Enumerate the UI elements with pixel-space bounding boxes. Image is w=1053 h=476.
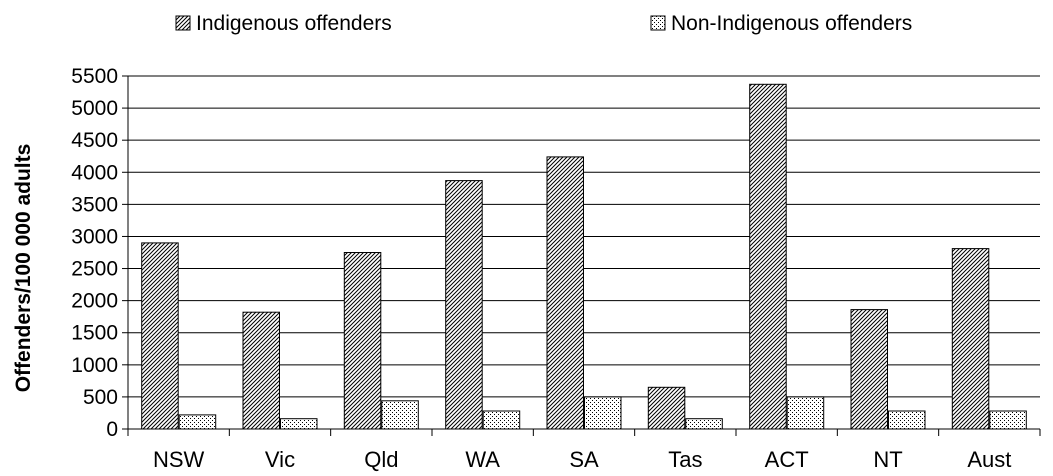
y-tick-label: 1500 — [71, 322, 118, 345]
y-tick-label: 4000 — [71, 161, 118, 184]
bar-non-indigenous — [381, 400, 419, 430]
bar-non-indigenous — [584, 396, 622, 430]
bar-non-indigenous — [178, 414, 217, 430]
y-axis-ticks: 0 500 1000 1500 2000 2500 3000 3500 4000 4500 5000… — [71, 65, 128, 441]
x-tick-label: ACT — [765, 447, 809, 472]
bar-non-indigenous — [888, 410, 926, 430]
x-tick-label: Qld — [364, 447, 398, 472]
bar-indigenous — [343, 252, 382, 430]
x-tick-label: Vic — [265, 447, 295, 472]
bar-indigenous — [242, 311, 280, 430]
y-tick-label: 5000 — [71, 97, 118, 120]
bar-indigenous — [445, 180, 483, 430]
bars — [141, 83, 1027, 430]
x-tick-label: Tas — [668, 447, 702, 472]
bar-indigenous — [647, 386, 686, 430]
bar-non-indigenous — [482, 410, 521, 430]
y-tick-label: 3500 — [71, 193, 118, 216]
bar-indigenous — [546, 156, 584, 430]
x-tick-label: NSW — [153, 447, 205, 472]
bar-non-indigenous — [280, 418, 318, 430]
bar-indigenous — [141, 242, 179, 430]
y-tick-label: 2500 — [71, 258, 118, 281]
legend: Indigenous offenders Non-Indigenous offe… — [175, 12, 912, 35]
bar-non-indigenous — [685, 418, 723, 430]
legend-label-non-indigenous: Non-Indigenous offenders — [671, 12, 912, 35]
bar-indigenous — [749, 83, 787, 430]
y-tick-label: 4500 — [71, 129, 118, 152]
x-tick-label: NT — [873, 447, 902, 472]
y-tick-label: 500 — [83, 386, 118, 409]
bar-non-indigenous — [786, 396, 825, 430]
x-tick-label: SA — [569, 447, 599, 472]
y-tick-label: 2000 — [71, 290, 118, 313]
legend-swatch-indigenous — [175, 15, 191, 31]
y-tick-label: 1000 — [71, 354, 118, 377]
bar-indigenous — [951, 248, 990, 430]
x-tick-label: Aust — [967, 447, 1011, 472]
y-tick-label: 3000 — [71, 225, 118, 248]
bar-indigenous — [850, 309, 888, 430]
legend-label-indigenous: Indigenous offenders — [196, 12, 392, 35]
y-tick-label: 5500 — [71, 65, 118, 88]
legend-swatch-non-indigenous — [650, 15, 666, 31]
y-axis-title: Offenders/100 000 adults — [12, 144, 35, 393]
x-axis: NSW Vic Qld WA SA Tas ACT NT Aust — [127, 76, 1041, 472]
y-tick-label: 0 — [106, 418, 118, 441]
x-tick-label: WA — [465, 447, 500, 472]
bar-non-indigenous — [989, 410, 1027, 430]
